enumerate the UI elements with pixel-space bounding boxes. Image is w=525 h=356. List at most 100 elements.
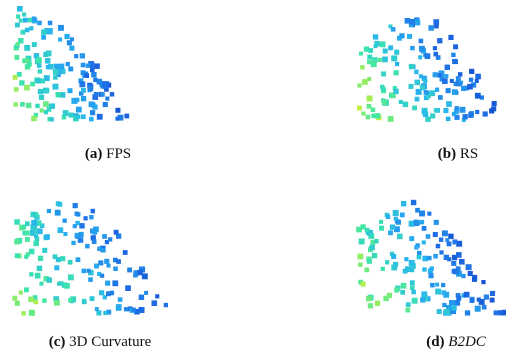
point	[14, 239, 20, 245]
point	[12, 296, 17, 301]
point	[380, 41, 386, 47]
point	[105, 97, 109, 101]
point	[359, 239, 365, 245]
point	[53, 84, 59, 90]
point	[50, 117, 54, 121]
point	[74, 54, 78, 58]
point	[81, 63, 86, 68]
point	[430, 283, 435, 288]
point	[411, 290, 416, 295]
point	[464, 292, 470, 298]
point	[115, 117, 119, 121]
point	[80, 53, 85, 58]
point	[409, 84, 414, 89]
point	[112, 280, 118, 286]
point	[93, 227, 99, 233]
point	[434, 52, 439, 57]
point	[367, 60, 371, 64]
point	[466, 264, 472, 270]
point	[475, 74, 481, 80]
point	[411, 200, 416, 205]
point	[400, 213, 405, 218]
point	[98, 260, 103, 265]
point	[394, 70, 399, 75]
point	[455, 106, 459, 110]
point	[25, 58, 30, 63]
point	[404, 257, 408, 261]
point	[367, 55, 372, 60]
point	[19, 291, 23, 295]
point	[456, 252, 462, 258]
point	[86, 64, 90, 68]
point	[483, 111, 488, 116]
point	[137, 270, 143, 276]
point	[409, 19, 415, 25]
point	[73, 203, 78, 208]
point	[422, 267, 426, 271]
point	[453, 44, 458, 49]
point	[58, 38, 62, 42]
point	[382, 100, 387, 105]
point	[69, 46, 74, 51]
point	[412, 106, 417, 111]
point	[14, 219, 19, 225]
point	[103, 102, 108, 107]
point	[28, 18, 33, 23]
point	[42, 248, 47, 253]
point	[21, 311, 25, 315]
point	[93, 78, 97, 82]
point	[369, 245, 375, 251]
point	[47, 28, 53, 34]
point	[15, 253, 20, 258]
point	[45, 58, 51, 64]
point	[35, 273, 41, 279]
caption: (c) 3D Curvature	[49, 334, 151, 351]
point	[53, 75, 58, 80]
point	[47, 209, 51, 213]
point	[391, 27, 396, 32]
point	[428, 25, 434, 31]
point	[409, 260, 415, 266]
point	[79, 81, 85, 87]
point	[442, 78, 448, 84]
caption-label: (d)	[426, 334, 444, 350]
point	[414, 245, 418, 249]
point	[31, 212, 37, 218]
point	[475, 306, 481, 312]
point	[21, 30, 26, 35]
point	[24, 85, 30, 91]
point	[435, 289, 441, 295]
point	[25, 28, 30, 33]
point	[401, 201, 406, 206]
point	[366, 296, 371, 301]
point	[63, 219, 67, 223]
point	[17, 6, 23, 12]
point	[46, 51, 52, 57]
point	[37, 63, 42, 68]
caption-text: 3D Curvature	[69, 334, 151, 350]
point	[415, 208, 420, 213]
point	[434, 108, 438, 112]
point	[388, 230, 393, 235]
point	[433, 46, 437, 50]
point	[461, 274, 465, 278]
point	[365, 228, 370, 233]
point	[451, 53, 455, 57]
point	[437, 309, 442, 314]
point	[26, 103, 32, 109]
point	[459, 107, 465, 113]
point	[375, 113, 381, 119]
point	[48, 21, 53, 26]
point	[32, 42, 37, 47]
point	[415, 97, 420, 102]
point	[152, 300, 158, 306]
point	[84, 73, 89, 78]
point	[68, 260, 73, 265]
point	[63, 110, 69, 116]
point	[419, 74, 423, 78]
point	[84, 216, 88, 220]
point	[436, 244, 441, 249]
point	[490, 298, 495, 303]
point	[368, 303, 373, 308]
point	[391, 254, 396, 259]
